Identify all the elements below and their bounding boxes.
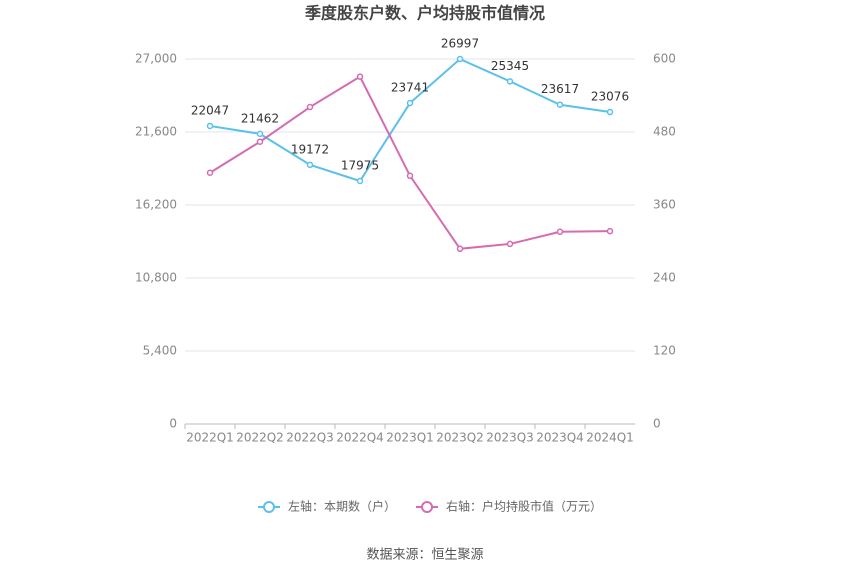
point [556,101,564,108]
y2-tick-label: 360 [653,198,676,212]
data-label: 26997 [441,37,479,51]
y-tick-label: 27,000 [135,52,177,66]
y-tick-label: 21,600 [135,125,177,139]
point [306,103,314,111]
source: 数据来源：恒生聚源 [366,548,483,563]
point [606,227,614,235]
y2-tick-label: 600 [653,52,676,66]
y2-tick-label: 120 [653,344,676,358]
y-tick-label: 0 [169,417,177,431]
data-label: 23741 [391,81,429,95]
point [256,130,264,138]
data-label: 21462 [241,111,279,125]
point [506,240,514,248]
x-tick-label: 2022Q4 [336,431,384,445]
point [456,245,464,253]
x-tick-label: 2022Q1 [186,431,234,445]
x-tick-label: 2022Q2 [236,431,284,445]
x-tick-label: 2023Q3 [486,431,534,445]
x-tick-label: 2023Q4 [536,431,584,445]
point [406,172,414,180]
y2-tick-label: 240 [653,271,676,285]
y2-tick-label: 480 [653,125,676,139]
point [556,228,564,236]
data-label: 23076 [591,90,629,104]
x-tick-label: 2022Q3 [286,431,334,445]
legend-label: 右轴：户均持股市值（万元） [446,499,602,514]
legend-marker [421,501,434,513]
point [456,55,464,63]
data-label: 23617 [541,82,579,96]
point [206,169,214,177]
point [606,108,614,116]
y-tick-label: 10,800 [135,271,177,285]
legend-label: 左轴：本期数（户） [288,499,396,514]
data-label: 22047 [191,103,229,117]
point [506,78,514,85]
point [306,161,314,169]
point [356,73,364,80]
x-tick-label: 2023Q2 [436,431,484,445]
data-label: 25345 [491,59,529,73]
data-label: 19172 [291,142,329,156]
y-tick-label: 5,400 [143,344,177,358]
point [256,138,264,145]
point [206,122,214,130]
chart-title: 季度股东户数、户均持股市值情况 [304,4,545,23]
x-tick-label: 2023Q1 [386,431,434,445]
point [406,99,414,107]
legend-marker [263,501,275,513]
y-tick-label: 16,200 [135,198,177,212]
y2-tick-label: 0 [653,417,661,431]
x-tick-label: 2024Q1 [586,431,634,445]
data-label: 17975 [341,159,379,173]
point [356,177,364,185]
